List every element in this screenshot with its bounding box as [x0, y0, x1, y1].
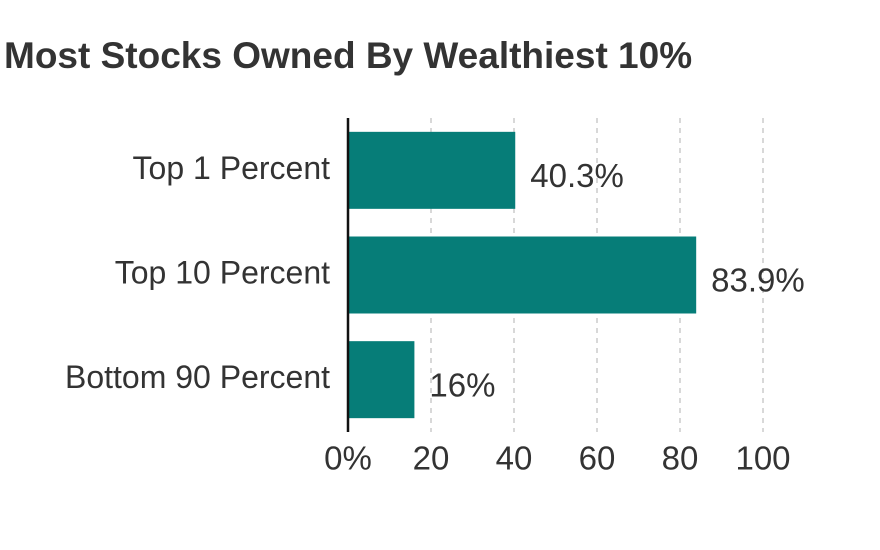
- x-tick-label: 0%: [324, 440, 372, 477]
- bar: [348, 341, 415, 419]
- x-tick-label: 100: [735, 440, 790, 477]
- chart-title: Most Stocks Owned By Wealthiest 10%: [4, 35, 692, 76]
- y-tick-label: Top 1 Percent: [133, 150, 331, 186]
- bar: [348, 131, 516, 209]
- value-label: 16%: [429, 366, 495, 403]
- y-tick-label: Top 10 Percent: [115, 254, 330, 290]
- value-label: 83.9%: [711, 262, 805, 299]
- x-tick-label: 80: [662, 440, 699, 477]
- bar: [348, 236, 697, 314]
- value-label: 40.3%: [530, 157, 624, 194]
- y-tick-label: Bottom 90 Percent: [65, 359, 330, 395]
- x-tick-label: 40: [496, 440, 533, 477]
- x-tick-label: 20: [413, 440, 450, 477]
- x-tick-label: 60: [579, 440, 616, 477]
